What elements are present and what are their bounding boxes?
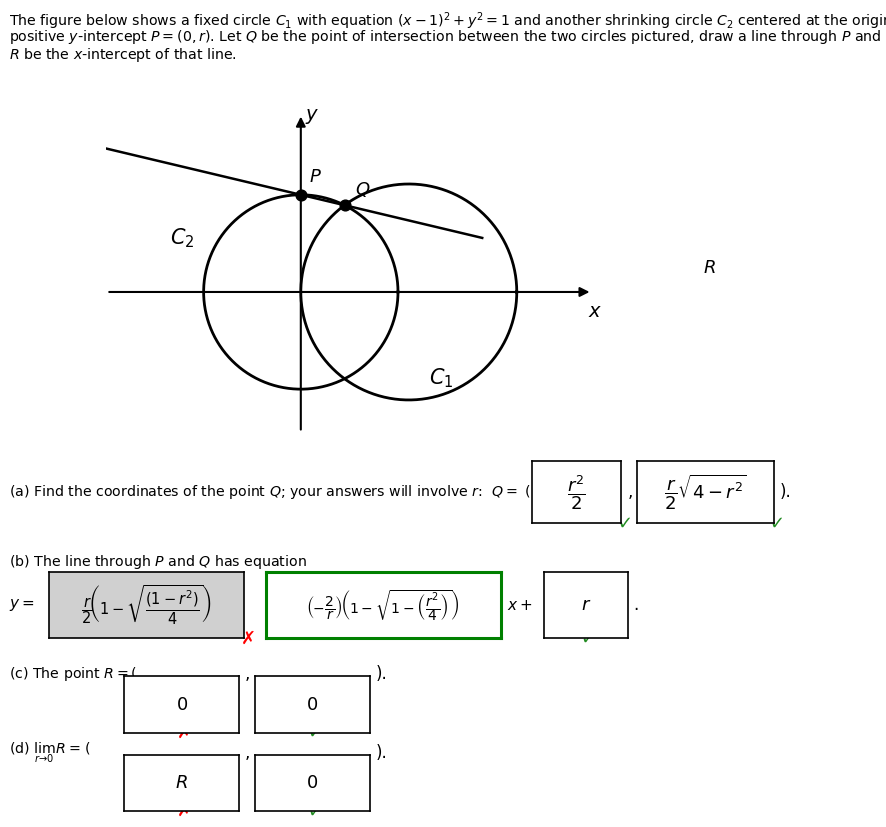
Text: ).: ). — [376, 743, 387, 762]
Text: (b) The line through $P$ and $Q$ has equation: (b) The line through $P$ and $Q$ has equ… — [9, 553, 307, 571]
Text: P: P — [309, 168, 320, 186]
Text: Q: Q — [355, 181, 369, 198]
Text: $R$: $R$ — [175, 774, 188, 792]
Text: $0$: $0$ — [306, 774, 318, 792]
Text: ,: , — [245, 665, 250, 683]
Text: $x+$: $x+$ — [507, 598, 532, 613]
Text: ✗: ✗ — [176, 802, 192, 820]
Text: R: R — [703, 259, 715, 277]
Text: ✗: ✗ — [240, 629, 256, 648]
Text: $\!\left(-\dfrac{2}{r}\right)\!\left(1-\sqrt{1-\left(\dfrac{r^2}{4}\right)}\righ: $\!\left(-\dfrac{2}{r}\right)\!\left(1-\… — [307, 588, 459, 623]
Text: ,: , — [245, 743, 250, 762]
Text: y: y — [306, 105, 317, 124]
Text: .: . — [633, 596, 638, 614]
Text: ✓: ✓ — [307, 802, 323, 820]
Text: (c) The point $R=($: (c) The point $R=($ — [9, 665, 138, 683]
Text: ✓: ✓ — [768, 514, 784, 533]
Text: $r$: $r$ — [580, 596, 590, 614]
Text: $\dfrac{r}{2}\!\left(1-\sqrt{\dfrac{(1-r^2)}{4}}\right)$: $\dfrac{r}{2}\!\left(1-\sqrt{\dfrac{(1-r… — [81, 584, 212, 627]
Text: (d) $\lim_{r\to 0} R\;=\;($: (d) $\lim_{r\to 0} R\;=\;($ — [9, 740, 90, 765]
Text: ).: ). — [779, 483, 790, 501]
Text: $R$ be the $x$-intercept of that line.: $R$ be the $x$-intercept of that line. — [9, 46, 237, 65]
Text: ✗: ✗ — [176, 724, 192, 742]
Point — [293, 189, 307, 202]
Text: ).: ). — [376, 665, 387, 683]
Text: positive $y$-intercept $P=(0,r)$. Let $Q$ be the point of intersection between t: positive $y$-intercept $P=(0,r)$. Let $Q… — [9, 28, 886, 46]
Text: $C_2$: $C_2$ — [169, 227, 194, 250]
Text: $0$: $0$ — [306, 696, 318, 714]
Text: $C_1$: $C_1$ — [429, 366, 453, 390]
Text: ✓: ✓ — [616, 514, 632, 533]
Text: $y=$: $y=$ — [9, 597, 35, 614]
Point — [702, 285, 716, 299]
Text: ,: , — [627, 483, 633, 501]
Text: $\dfrac{r}{2}\sqrt{4-r^2}$: $\dfrac{r}{2}\sqrt{4-r^2}$ — [664, 473, 746, 512]
Text: (a) Find the coordinates of the point $Q$; your answers will involve $r$:  $Q=$ : (a) Find the coordinates of the point $Q… — [9, 483, 530, 501]
Point — [337, 198, 351, 212]
Text: The figure below shows a fixed circle $C_1$ with equation $(x - 1)^2 + y^2 = 1$ : The figure below shows a fixed circle $C… — [9, 10, 886, 31]
Text: $0$: $0$ — [175, 696, 188, 714]
Text: x: x — [588, 302, 600, 321]
Text: ✓: ✓ — [579, 629, 595, 648]
Text: ✓: ✓ — [307, 724, 323, 742]
Text: $\dfrac{r^2}{2}$: $\dfrac{r^2}{2}$ — [566, 473, 586, 512]
